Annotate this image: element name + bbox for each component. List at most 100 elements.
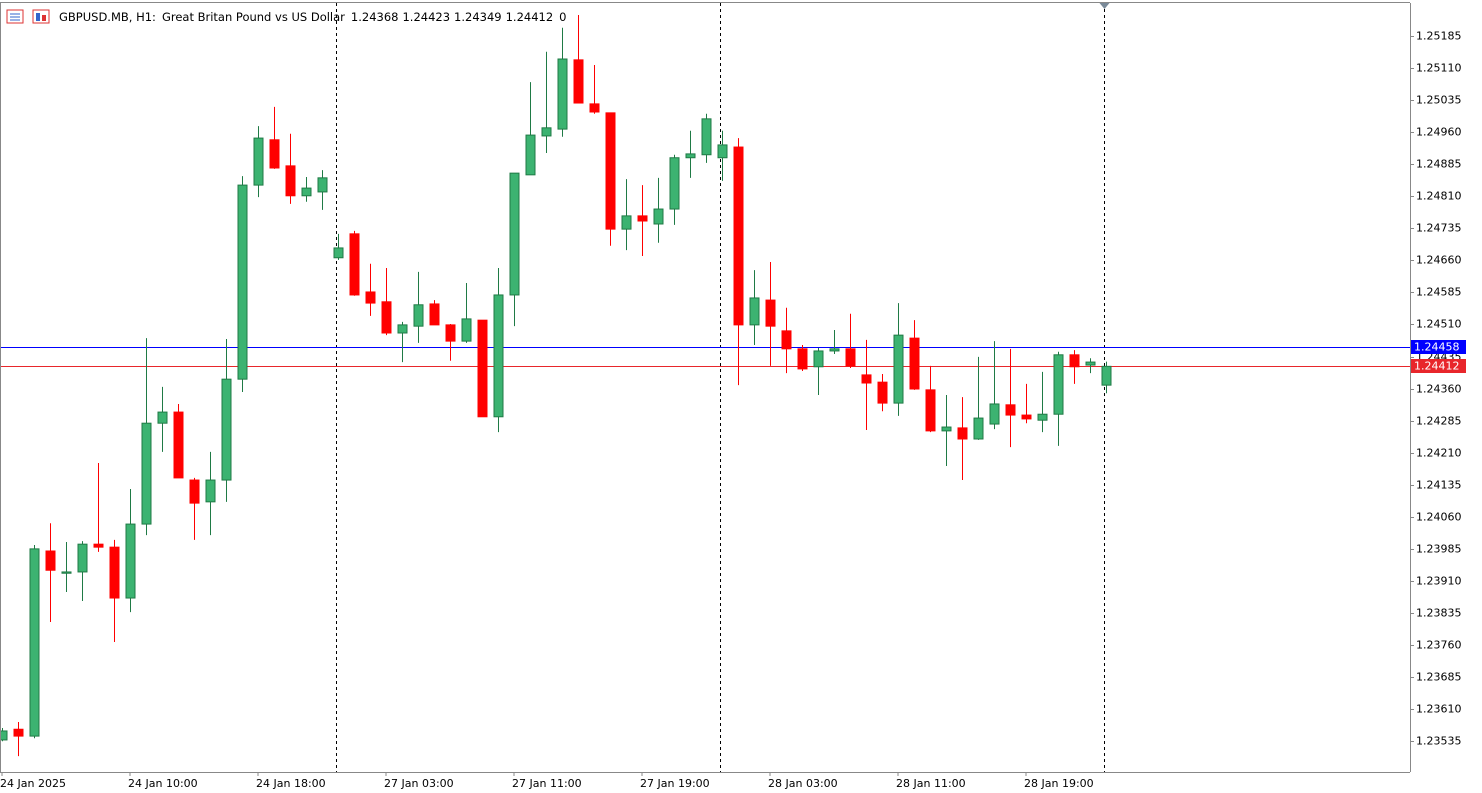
x-tick-label: 24 Jan 2025 xyxy=(0,777,66,790)
candle-body xyxy=(1069,354,1080,368)
y-tick-label: 1.23985 xyxy=(1416,543,1462,556)
y-tick-label: 1.24735 xyxy=(1416,222,1462,235)
candle-body xyxy=(877,381,888,404)
y-tick-label: 1.23760 xyxy=(1416,639,1462,652)
candle-body xyxy=(237,184,248,380)
candle-body xyxy=(1037,413,1048,421)
candle-body xyxy=(61,571,72,574)
candle-body xyxy=(653,208,664,225)
y-tick-label: 1.24285 xyxy=(1416,415,1462,428)
candle-body xyxy=(509,172,520,296)
y-tick-label: 1.25110 xyxy=(1416,62,1462,75)
candle-body xyxy=(861,374,872,384)
candle-body xyxy=(13,728,24,737)
candle-body xyxy=(221,378,232,481)
icon xyxy=(32,9,50,24)
candle-body xyxy=(493,294,504,418)
candle-body xyxy=(413,304,424,327)
y-tick-label: 1.25035 xyxy=(1416,94,1462,107)
x-tick-label: 27 Jan 03:00 xyxy=(384,777,454,790)
icon xyxy=(36,13,40,21)
candle-body xyxy=(253,137,264,186)
y-tick-label: 1.24210 xyxy=(1416,447,1462,460)
y-tick-label: 1.24135 xyxy=(1416,479,1462,492)
open: 1.24368 xyxy=(351,10,399,24)
candle-body xyxy=(813,350,824,368)
candle-body xyxy=(189,479,200,504)
candle-body xyxy=(637,215,648,222)
candle-body xyxy=(77,543,88,573)
candle-body xyxy=(909,337,920,390)
y-tick-label: 1.24960 xyxy=(1416,126,1462,139)
candle-body xyxy=(29,548,40,737)
candle-body xyxy=(621,215,632,230)
candle-body xyxy=(269,139,280,169)
candle-body xyxy=(1021,414,1032,420)
candle-body xyxy=(557,58,568,130)
candle-body xyxy=(669,157,680,210)
y-tick-label: 1.24060 xyxy=(1416,511,1462,524)
candle-body xyxy=(1005,404,1016,416)
price-label: 1.24412 xyxy=(1414,360,1460,373)
candle-body xyxy=(301,187,312,197)
close: 1.24412 xyxy=(506,10,554,24)
candle-body xyxy=(93,543,104,548)
candle-body xyxy=(381,301,392,334)
y-tick-label: 1.23910 xyxy=(1416,575,1462,588)
candle-body xyxy=(941,426,952,432)
x-tick-label: 28 Jan 03:00 xyxy=(768,777,838,790)
candle-body xyxy=(701,118,712,156)
candle-body xyxy=(349,233,360,296)
price-label-box xyxy=(1411,340,1466,354)
candle-body xyxy=(573,59,584,104)
symbol: GBPUSD.MB, H1: xyxy=(59,10,156,24)
candle-body xyxy=(765,299,776,327)
candle-body xyxy=(125,523,136,599)
candle-body xyxy=(733,146,744,326)
candle-body xyxy=(157,411,168,424)
candle-body xyxy=(749,297,760,326)
price-label: 1.24458 xyxy=(1414,341,1460,354)
candle-body xyxy=(397,324,408,334)
y-tick-label: 1.23535 xyxy=(1416,735,1462,748)
candle-body xyxy=(797,348,808,370)
candle-body xyxy=(1,730,8,741)
x-tick-label: 27 Jan 11:00 xyxy=(512,777,582,790)
plot-area xyxy=(1,3,1410,772)
x-tick-label: 27 Jan 19:00 xyxy=(640,777,710,790)
candle-body xyxy=(365,291,376,304)
candle-body xyxy=(285,165,296,197)
candle-body xyxy=(1085,361,1096,366)
candle-body xyxy=(781,330,792,350)
price-label-box xyxy=(1411,359,1466,373)
spread: 0 xyxy=(559,10,566,24)
candle-body xyxy=(317,177,328,193)
x-tick-label: 24 Jan 18:00 xyxy=(256,777,326,790)
candle-body xyxy=(685,153,696,159)
low: 1.24349 xyxy=(454,10,502,24)
y-tick-label: 1.24585 xyxy=(1416,286,1462,299)
candle-body xyxy=(957,427,968,440)
candle-body xyxy=(445,324,456,342)
candle-body xyxy=(989,403,1000,425)
candle-body xyxy=(333,247,344,259)
x-tick-label: 28 Jan 19:00 xyxy=(1024,777,1094,790)
candle-body xyxy=(45,550,56,571)
candle-body xyxy=(893,334,904,404)
x-tick-label: 28 Jan 11:00 xyxy=(896,777,966,790)
candle-body xyxy=(205,479,216,503)
candle-body xyxy=(589,103,600,113)
chart-header: GBPUSD.MB, H1: Great Britan Pound vs US D… xyxy=(59,10,566,24)
candle-body xyxy=(461,318,472,342)
candle-body xyxy=(525,134,536,176)
candle-body xyxy=(141,422,152,525)
candle-body xyxy=(973,417,984,440)
icon xyxy=(42,15,46,21)
candle-body xyxy=(1053,354,1064,415)
candle-body xyxy=(925,389,936,432)
candle-body xyxy=(717,144,728,159)
y-tick-label: 1.24660 xyxy=(1416,254,1462,267)
y-tick-label: 1.23835 xyxy=(1416,607,1462,620)
candle-body xyxy=(1101,365,1112,386)
